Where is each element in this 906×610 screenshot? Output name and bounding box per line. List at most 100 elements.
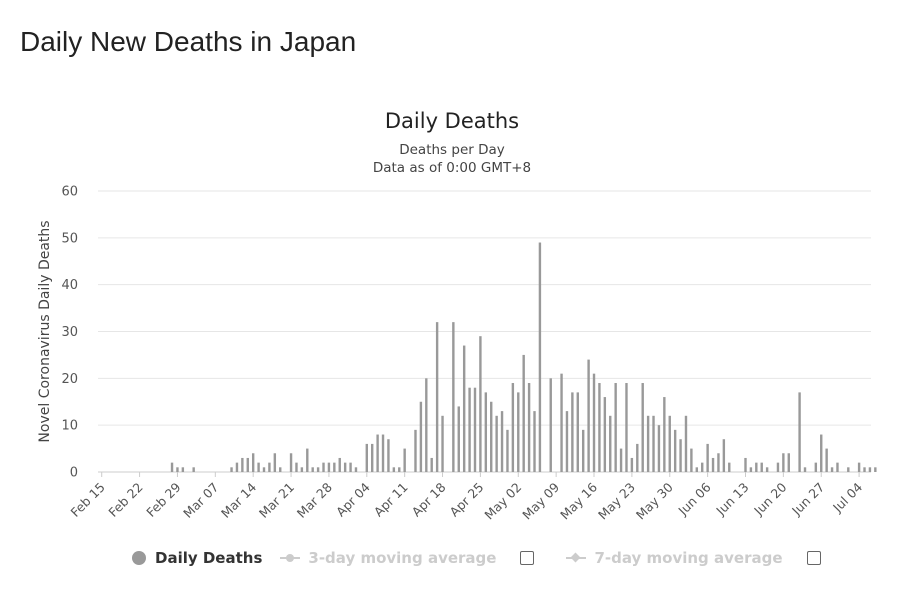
bar bbox=[273, 453, 277, 472]
bar bbox=[430, 457, 433, 472]
legend-label: 7-day moving average bbox=[594, 549, 783, 567]
x-tick-label: Feb 15 bbox=[68, 480, 108, 520]
bar bbox=[170, 462, 174, 472]
chart-title: Daily Deaths bbox=[385, 109, 519, 133]
legend-label: Daily Deaths bbox=[155, 549, 263, 567]
bar bbox=[419, 401, 423, 472]
bar bbox=[295, 462, 298, 472]
bar bbox=[490, 401, 493, 472]
bar bbox=[506, 429, 509, 472]
x-tick-label: Apr 04 bbox=[333, 479, 373, 519]
bar bbox=[863, 467, 866, 472]
bar bbox=[343, 462, 347, 472]
bar bbox=[316, 467, 320, 472]
chart-subtitle: Deaths per Day bbox=[399, 142, 505, 158]
x-tick-label: Feb 22 bbox=[105, 480, 145, 520]
bar bbox=[663, 397, 666, 472]
bar bbox=[825, 448, 828, 472]
bar bbox=[181, 467, 185, 472]
bar bbox=[830, 467, 834, 472]
x-tick-label: May 23 bbox=[595, 480, 638, 523]
bar bbox=[603, 397, 607, 472]
bar bbox=[749, 467, 753, 472]
bar bbox=[814, 462, 818, 472]
bar bbox=[614, 383, 617, 472]
x-tick-label: May 30 bbox=[633, 479, 676, 522]
chart-legend: Daily Deaths 3-day moving average 7-day … bbox=[132, 548, 853, 568]
legend-checkbox-3-day[interactable] bbox=[520, 551, 535, 565]
x-tick-label: Apr 25 bbox=[447, 480, 487, 520]
bar bbox=[511, 383, 515, 472]
x-tick-label: Apr 18 bbox=[409, 479, 449, 519]
legend-checkbox-7-day[interactable] bbox=[806, 551, 821, 565]
bar bbox=[652, 415, 655, 472]
bar bbox=[500, 411, 504, 472]
bar bbox=[684, 415, 688, 472]
bar bbox=[673, 429, 677, 472]
bar bbox=[457, 406, 460, 472]
bar bbox=[701, 462, 704, 472]
bar bbox=[679, 439, 682, 472]
bar bbox=[289, 453, 293, 472]
bar bbox=[549, 378, 552, 472]
x-tick-label: Mar 07 bbox=[180, 480, 221, 521]
bar bbox=[587, 359, 590, 472]
bar bbox=[392, 467, 396, 472]
legend-marker-circle-icon bbox=[132, 551, 146, 565]
bar bbox=[381, 434, 385, 472]
bar bbox=[874, 467, 877, 472]
bar bbox=[847, 467, 850, 472]
x-tick-label: Feb 29 bbox=[143, 479, 183, 519]
bar bbox=[338, 457, 341, 472]
y-tick-label: 20 bbox=[61, 372, 78, 387]
bar bbox=[452, 322, 455, 472]
bar bbox=[782, 453, 785, 472]
bar bbox=[657, 425, 661, 472]
bar bbox=[441, 415, 444, 472]
bar bbox=[435, 322, 439, 472]
y-tick-label: 40 bbox=[61, 278, 78, 293]
bar bbox=[246, 457, 249, 472]
bar bbox=[241, 457, 244, 472]
bar bbox=[765, 467, 769, 472]
legend-item-7-day-average[interactable]: 7-day moving average bbox=[566, 549, 834, 567]
bar bbox=[565, 411, 569, 472]
bar bbox=[728, 462, 731, 472]
bar bbox=[857, 462, 861, 472]
bar bbox=[668, 415, 671, 472]
bar bbox=[798, 392, 801, 472]
x-tick-label: Jun 20 bbox=[750, 479, 789, 518]
bar bbox=[468, 387, 471, 472]
bar bbox=[722, 439, 726, 472]
bar bbox=[425, 378, 428, 472]
bar bbox=[354, 467, 358, 472]
chart-subtitle: Data as of 0:00 GMT+8 bbox=[373, 160, 531, 176]
x-tick-label: Apr 11 bbox=[371, 480, 411, 520]
bar bbox=[306, 448, 309, 472]
x-tick-label: Mar 14 bbox=[218, 479, 259, 520]
bar bbox=[371, 443, 374, 472]
bar bbox=[571, 392, 574, 472]
bar bbox=[836, 462, 839, 472]
bar bbox=[176, 467, 179, 472]
bar bbox=[744, 457, 747, 472]
legend-item-daily-deaths[interactable]: Daily Deaths bbox=[132, 549, 262, 567]
bar bbox=[398, 467, 401, 472]
bar bbox=[690, 448, 693, 472]
bar bbox=[560, 373, 563, 472]
bar bbox=[333, 462, 336, 472]
bar bbox=[641, 383, 644, 472]
bar bbox=[619, 448, 623, 472]
bar bbox=[376, 434, 379, 472]
bar bbox=[322, 462, 325, 472]
x-tick-label: May 09 bbox=[519, 479, 562, 522]
bar bbox=[760, 462, 763, 472]
bar bbox=[300, 467, 304, 472]
bar bbox=[262, 467, 266, 472]
bar bbox=[495, 415, 498, 472]
legend-item-3-day-average[interactable]: 3-day moving average bbox=[280, 549, 548, 567]
bar bbox=[522, 354, 525, 472]
bar bbox=[327, 462, 331, 472]
bar bbox=[776, 462, 780, 472]
x-tick-label: Jun 06 bbox=[675, 479, 714, 518]
